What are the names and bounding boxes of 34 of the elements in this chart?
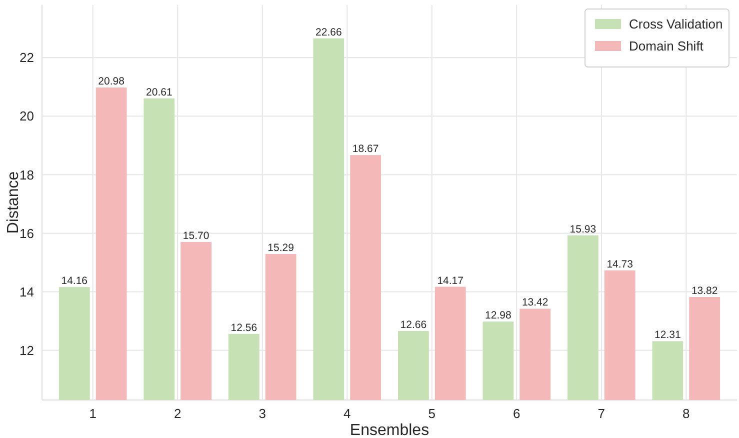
data-label: 12.31 <box>654 329 681 342</box>
data-label: 14.17 <box>437 274 464 287</box>
x-tick-label: 3 <box>258 406 266 421</box>
y-tick-label: 14 <box>20 284 34 300</box>
x-tick-label: 4 <box>344 406 351 421</box>
y-tick-label: 18 <box>20 167 34 182</box>
y-tick-label: 16 <box>20 226 34 241</box>
x-tick-label: 5 <box>428 406 436 421</box>
y-tick-label: 12 <box>20 342 34 358</box>
legend-label: Domain Shift <box>629 38 704 54</box>
data-label: 12.66 <box>400 318 427 331</box>
data-label: 20.61 <box>146 86 172 98</box>
y-axis-title: Distance <box>5 171 22 234</box>
data-label: 12.56 <box>230 322 258 334</box>
data-label: 18.67 <box>352 143 379 156</box>
x-tick-label: 2 <box>174 406 182 421</box>
data-label: 14.73 <box>606 258 634 270</box>
data-label: 15.93 <box>570 223 596 236</box>
y-tick-label: 20 <box>20 108 34 124</box>
data-label: 20.98 <box>98 76 125 88</box>
x-tick-label: 7 <box>598 406 606 421</box>
legend-label: Cross Validation <box>629 16 723 32</box>
x-tick-label: 1 <box>89 406 96 421</box>
data-label: 14.16 <box>61 275 88 288</box>
x-tick-label: 8 <box>682 406 690 421</box>
data-label: 15.29 <box>268 242 294 254</box>
data-label: 13.42 <box>522 296 548 309</box>
y-tick-label: 22 <box>20 50 34 66</box>
data-label: 22.66 <box>316 26 342 38</box>
x-tick-label: 6 <box>513 406 520 421</box>
x-axis-title: Ensembles <box>350 422 430 438</box>
data-label: 12.98 <box>485 310 512 322</box>
data-label: 13.82 <box>691 285 718 298</box>
data-label: 15.70 <box>182 230 210 242</box>
